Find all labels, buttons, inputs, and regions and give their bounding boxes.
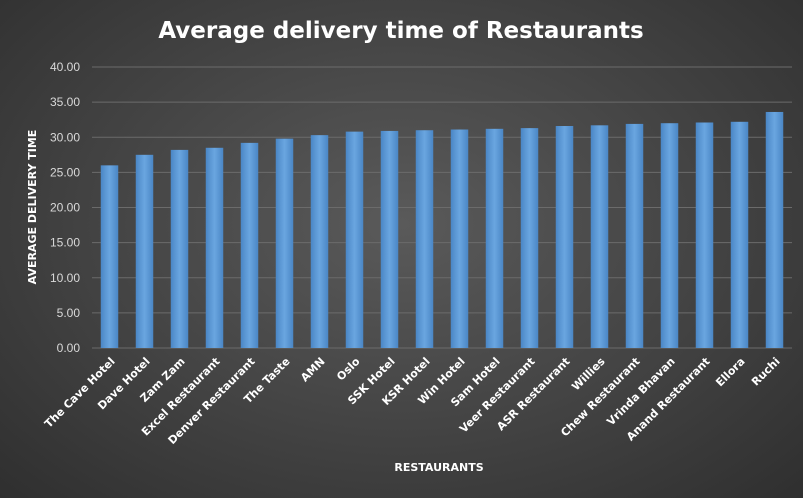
bar	[240, 142, 259, 348]
y-axis-ticks: 0.00 5.00 10.00 15.00 20.00 25.00 30.00 35.00 40…	[50, 60, 80, 355]
x-tick-label: Ellora	[713, 355, 747, 389]
bar	[485, 128, 504, 348]
bar	[590, 125, 609, 349]
bar	[695, 122, 714, 348]
x-tick-label: Ruchi	[749, 355, 783, 389]
bar	[380, 130, 399, 348]
bar	[660, 123, 679, 348]
gridlines	[92, 66, 792, 349]
bar	[765, 111, 784, 349]
bar	[345, 131, 364, 348]
bar	[205, 147, 224, 348]
y-tick-label: 20.00	[50, 201, 80, 215]
bar	[520, 128, 539, 348]
y-tick-label: 30.00	[50, 130, 80, 144]
x-tick-label: AMN	[298, 355, 327, 384]
bar	[625, 123, 644, 348]
bar	[310, 135, 329, 348]
bar	[730, 121, 749, 348]
y-tick-label: 0.00	[57, 341, 81, 355]
bar	[170, 149, 189, 348]
y-tick-label: 15.00	[50, 236, 80, 250]
x-tick-label: Oslo	[334, 355, 363, 384]
y-tick-label: 40.00	[50, 60, 80, 74]
bar	[100, 165, 119, 348]
bars	[100, 111, 784, 349]
y-axis-label: AVERAGE DELIVERY TIME	[26, 130, 39, 285]
y-tick-label: 25.00	[50, 165, 80, 179]
y-tick-label: 10.00	[50, 271, 80, 285]
bar	[555, 126, 574, 348]
bar	[135, 154, 154, 348]
y-tick-label: 35.00	[50, 95, 80, 109]
bar	[450, 129, 469, 348]
y-tick-label: 5.00	[57, 306, 81, 320]
bar	[415, 130, 434, 348]
chart-title: Average delivery time of Restaurants	[158, 18, 643, 44]
x-axis-label: RESTAURANTS	[394, 461, 483, 474]
bar	[275, 138, 294, 348]
